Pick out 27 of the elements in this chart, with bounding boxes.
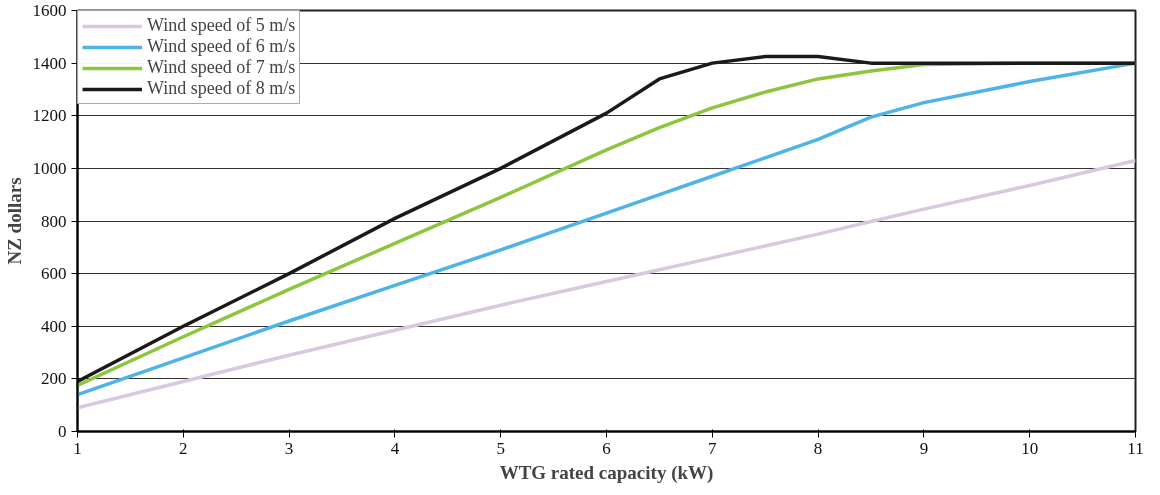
x-tick-label: 5 [496,438,505,458]
x-tick-label: 7 [708,438,718,458]
x-axis-title: WTG rated capacity (kW) [499,461,714,484]
line-series [77,158,1136,410]
y-tick-label: 1600 [32,1,67,20]
x-tick-label: 9 [919,438,929,458]
y-tick-label: 600 [41,264,67,284]
y-tick-label: 800 [41,211,67,231]
legend-label: Wind speed of 5 m/s [147,15,296,36]
x-tick-label: 2 [179,438,188,458]
y-tick-label: 1000 [32,158,67,178]
legend-label: Wind speed of 6 m/s [147,36,296,57]
legend-label: Wind speed of 7 m/s [147,57,296,78]
y-tick-label: 1200 [32,106,67,126]
y-tick-label: 0 [58,422,67,441]
x-tick-label: 8 [813,438,823,458]
x-tick-label: 1 [73,438,82,458]
x-tick-label: 3 [284,438,294,458]
x-tick-label: 10 [1021,438,1039,458]
x-tick-label: 11 [1127,438,1144,458]
y-tick-label: 200 [41,369,67,389]
legend-label: Wind speed of 8 m/s [147,78,296,99]
y-tick-label: 400 [41,316,67,336]
y-axis-title: NZ dollars [3,177,25,265]
x-tick-label: 6 [602,438,611,458]
x-tick-label: 4 [390,438,400,458]
y-tick-label: 1400 [32,53,67,73]
